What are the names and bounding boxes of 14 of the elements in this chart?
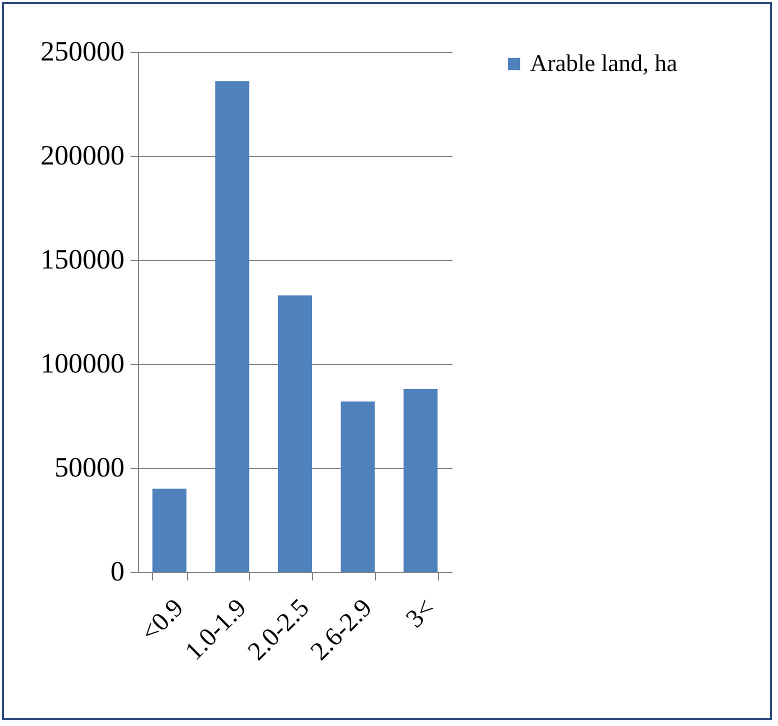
x-tick-label: 3< (400, 593, 440, 634)
y-tick-label: 200000 (40, 140, 124, 172)
y-tick-label: 0 (110, 556, 124, 588)
bar (152, 488, 186, 572)
x-tick-label: <0.9 (135, 593, 189, 647)
legend-label: Arable land, ha (530, 51, 678, 77)
y-tick-label: 250000 (40, 36, 124, 68)
bar (278, 295, 312, 572)
bar (340, 401, 375, 572)
bar (404, 388, 438, 572)
y-tick-label: 50000 (54, 452, 124, 484)
bar (215, 81, 250, 572)
y-tick-label: 150000 (40, 244, 124, 276)
y-tick-label: 100000 (40, 348, 124, 380)
